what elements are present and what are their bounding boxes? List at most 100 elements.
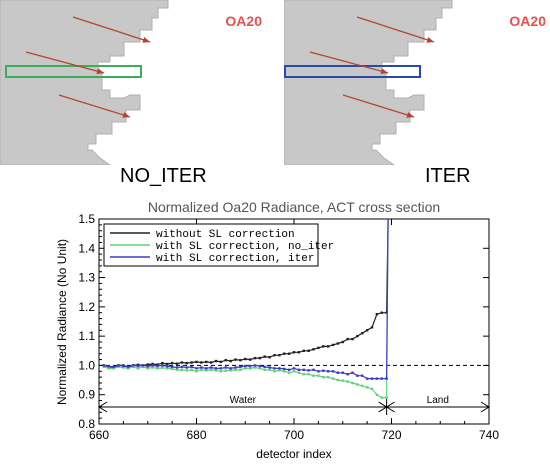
data-point xyxy=(170,361,174,365)
data-point xyxy=(244,364,247,368)
data-point xyxy=(185,369,188,372)
data-point xyxy=(278,369,281,372)
data-point xyxy=(317,370,320,373)
data-point xyxy=(205,369,208,372)
data-point xyxy=(170,365,174,369)
data-point xyxy=(156,364,159,368)
data-point xyxy=(185,361,188,365)
data-point xyxy=(127,365,130,369)
data-point xyxy=(214,367,218,370)
y-tick-label: 1.0 xyxy=(78,358,95,372)
data-point xyxy=(283,352,286,355)
data-point xyxy=(263,355,266,358)
arrow-head xyxy=(380,68,388,75)
data-point xyxy=(346,373,349,376)
data-point xyxy=(292,370,296,373)
data-point xyxy=(283,367,286,371)
data-point xyxy=(224,366,227,369)
band-code-label: OA20 xyxy=(509,13,546,29)
data-point xyxy=(375,377,379,380)
chart-title: Normalized Oa20 Radiance, ACT cross sect… xyxy=(148,199,440,215)
data-point xyxy=(190,368,193,372)
y-tick-label: 1.3 xyxy=(78,271,95,285)
legend-label: with SL correction, iter xyxy=(156,253,314,265)
data-point xyxy=(380,377,383,380)
data-point xyxy=(351,371,354,374)
data-point xyxy=(219,367,223,370)
y-tick-label: 0.8 xyxy=(78,417,95,431)
data-point xyxy=(385,396,388,399)
data-point xyxy=(112,365,115,369)
arrow-line xyxy=(342,94,415,118)
data-point xyxy=(341,379,344,382)
data-point xyxy=(268,356,271,359)
data-point xyxy=(180,368,184,372)
data-point xyxy=(278,367,281,370)
data-point xyxy=(156,363,159,366)
data-point xyxy=(122,364,125,368)
data-point xyxy=(385,377,388,380)
legend-label: without SL correction xyxy=(156,229,295,241)
data-point xyxy=(307,349,310,352)
data-point xyxy=(107,367,110,370)
data-point xyxy=(200,361,203,364)
data-point xyxy=(341,371,344,374)
data-point xyxy=(239,365,242,369)
data-point xyxy=(312,374,315,377)
arrow-head xyxy=(142,36,150,43)
data-point xyxy=(141,365,145,369)
data-point xyxy=(219,360,223,364)
band-code-label: OA20 xyxy=(225,13,262,29)
data-point xyxy=(146,363,149,366)
data-point xyxy=(195,367,198,370)
data-point xyxy=(283,370,286,373)
data-point xyxy=(351,381,354,385)
data-point xyxy=(219,370,223,373)
arrow-line xyxy=(356,16,435,43)
data-point xyxy=(200,366,203,369)
no-iter-caption: NO_ITER xyxy=(120,165,207,187)
data-point xyxy=(239,368,242,372)
data-point xyxy=(326,375,330,379)
data-point xyxy=(214,359,218,363)
y-tick-label: 1.1 xyxy=(78,329,95,343)
data-point xyxy=(253,364,257,367)
arrow-markers xyxy=(309,16,435,118)
data-point xyxy=(297,368,301,372)
data-point xyxy=(209,368,213,372)
data-point xyxy=(151,362,154,366)
data-point xyxy=(336,378,340,382)
data-point xyxy=(224,369,227,372)
data-point xyxy=(127,367,130,370)
y-axis-label: Normalized Radiance (No Unit) xyxy=(55,239,69,405)
iter-image-panel: OA20 xyxy=(284,0,550,165)
data-point xyxy=(375,312,379,316)
arrow-line xyxy=(58,94,131,118)
data-point xyxy=(234,366,237,369)
data-point xyxy=(166,367,169,370)
data-point xyxy=(278,353,281,357)
data-point xyxy=(175,368,179,372)
data-point xyxy=(370,326,374,329)
data-point xyxy=(312,368,315,372)
data-point xyxy=(346,337,349,341)
y-tick-label: 1.2 xyxy=(78,300,95,314)
data-point xyxy=(161,364,164,367)
data-point xyxy=(248,358,252,361)
data-point xyxy=(229,369,232,372)
data-point xyxy=(209,366,213,369)
data-point xyxy=(356,383,359,386)
data-point xyxy=(156,367,159,370)
data-point xyxy=(273,367,276,370)
region-label: Land xyxy=(427,395,449,406)
x-tick-label: 740 xyxy=(479,428,499,442)
data-point xyxy=(117,365,120,369)
data-point xyxy=(356,374,359,377)
selection-box xyxy=(5,65,142,78)
y-tick-label: 1.4 xyxy=(78,241,95,255)
data-point xyxy=(273,353,276,357)
data-point xyxy=(356,334,359,338)
x-axis-label: detector index xyxy=(256,447,331,461)
data-point xyxy=(180,361,184,364)
arrow-head xyxy=(96,68,104,75)
